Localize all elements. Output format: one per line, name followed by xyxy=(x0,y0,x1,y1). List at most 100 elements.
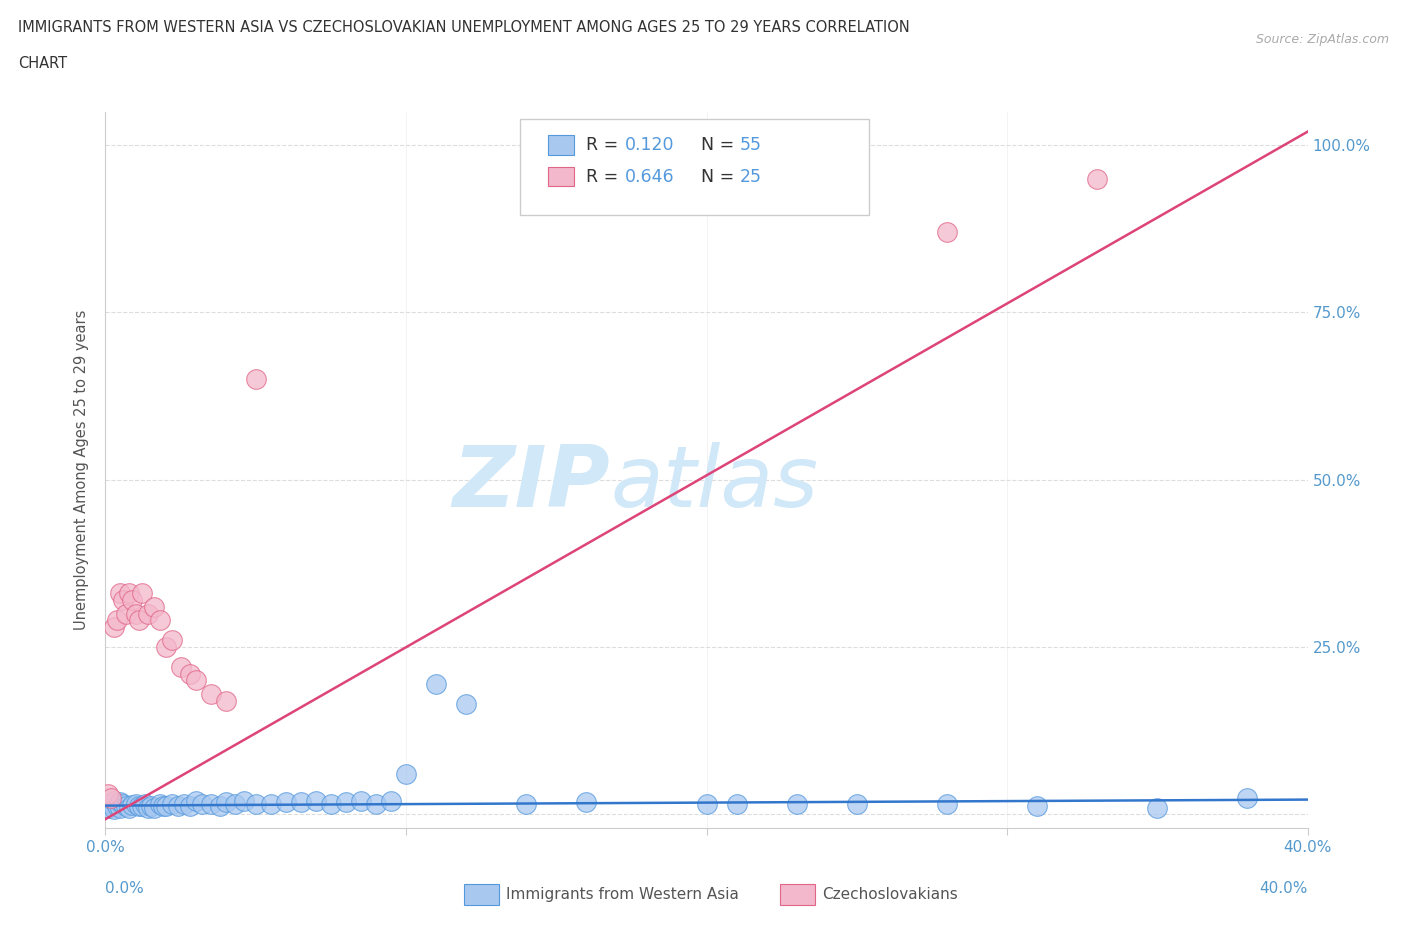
Point xyxy=(124,606,146,621)
FancyBboxPatch shape xyxy=(520,119,869,216)
Point xyxy=(131,586,153,601)
Point xyxy=(936,225,959,240)
Point xyxy=(274,795,297,810)
Point xyxy=(112,797,135,812)
Point xyxy=(134,797,156,812)
Point xyxy=(103,619,125,634)
Point xyxy=(103,793,125,808)
Point xyxy=(107,613,129,628)
Text: Czechoslovakians: Czechoslovakians xyxy=(823,887,959,902)
Point xyxy=(160,633,183,648)
Point xyxy=(169,659,191,674)
Point xyxy=(107,799,129,814)
Point xyxy=(845,797,868,812)
Text: CHART: CHART xyxy=(18,56,67,71)
Point xyxy=(350,793,373,808)
Point xyxy=(155,640,177,655)
Point xyxy=(179,799,201,814)
Point xyxy=(118,800,141,815)
Point xyxy=(305,793,328,808)
Text: N =: N = xyxy=(700,136,740,153)
Point xyxy=(245,797,267,812)
Point xyxy=(166,799,188,814)
Point xyxy=(1026,799,1049,814)
Text: Immigrants from Western Asia: Immigrants from Western Asia xyxy=(506,887,740,902)
Point xyxy=(97,800,120,815)
Point xyxy=(224,797,246,812)
Point xyxy=(1146,800,1168,815)
Point xyxy=(1085,171,1108,186)
Point xyxy=(136,606,159,621)
Point xyxy=(100,790,122,805)
Point xyxy=(364,797,387,812)
Point xyxy=(179,666,201,681)
FancyBboxPatch shape xyxy=(548,166,574,186)
Point xyxy=(173,797,195,812)
Point xyxy=(128,613,150,628)
Point xyxy=(118,586,141,601)
Text: N =: N = xyxy=(700,167,740,186)
Point xyxy=(380,793,402,808)
Point xyxy=(335,795,357,810)
Point xyxy=(232,793,254,808)
Point xyxy=(454,697,477,711)
FancyBboxPatch shape xyxy=(548,135,574,154)
Point xyxy=(190,797,212,812)
Text: atlas: atlas xyxy=(610,443,818,525)
Text: R =: R = xyxy=(586,136,624,153)
Text: 0.646: 0.646 xyxy=(624,167,675,186)
Point xyxy=(786,797,808,812)
Point xyxy=(142,600,165,615)
Point xyxy=(110,800,132,815)
Point xyxy=(139,799,162,814)
Point xyxy=(155,798,177,813)
Point xyxy=(319,797,342,812)
Point xyxy=(184,673,207,688)
Point xyxy=(260,797,283,812)
Point xyxy=(725,797,748,812)
Point xyxy=(128,799,150,814)
Point xyxy=(131,798,153,813)
Point xyxy=(115,606,138,621)
Text: R =: R = xyxy=(586,167,624,186)
Point xyxy=(142,800,165,815)
Point xyxy=(184,793,207,808)
Point xyxy=(575,795,598,810)
Point xyxy=(100,797,122,812)
Text: IMMIGRANTS FROM WESTERN ASIA VS CZECHOSLOVAKIAN UNEMPLOYMENT AMONG AGES 25 TO 29: IMMIGRANTS FROM WESTERN ASIA VS CZECHOSL… xyxy=(18,20,910,35)
Point xyxy=(245,372,267,387)
Point xyxy=(515,797,537,812)
Point xyxy=(115,799,138,814)
Point xyxy=(97,787,120,802)
Point xyxy=(152,799,174,814)
Point xyxy=(112,592,135,607)
Text: 25: 25 xyxy=(740,167,762,186)
Point xyxy=(208,799,231,814)
Point xyxy=(200,797,222,812)
Text: 55: 55 xyxy=(740,136,762,153)
Text: Source: ZipAtlas.com: Source: ZipAtlas.com xyxy=(1256,33,1389,46)
Point xyxy=(121,798,143,813)
Point xyxy=(696,797,718,812)
Point xyxy=(148,613,170,628)
Point xyxy=(124,797,146,812)
Text: 40.0%: 40.0% xyxy=(1260,882,1308,897)
Point xyxy=(395,766,418,781)
Point xyxy=(103,802,125,817)
Text: ZIP: ZIP xyxy=(453,443,610,525)
Point xyxy=(214,795,236,810)
Y-axis label: Unemployment Among Ages 25 to 29 years: Unemployment Among Ages 25 to 29 years xyxy=(75,310,90,630)
Point xyxy=(290,795,312,810)
Point xyxy=(936,797,959,812)
Point xyxy=(148,797,170,812)
Point xyxy=(200,686,222,701)
Point xyxy=(160,797,183,812)
Point xyxy=(214,693,236,708)
Point xyxy=(136,800,159,815)
Point xyxy=(425,676,447,691)
Point xyxy=(121,592,143,607)
Point xyxy=(110,586,132,601)
Text: 0.120: 0.120 xyxy=(624,136,675,153)
Point xyxy=(1236,790,1258,805)
Text: 0.0%: 0.0% xyxy=(105,882,145,897)
